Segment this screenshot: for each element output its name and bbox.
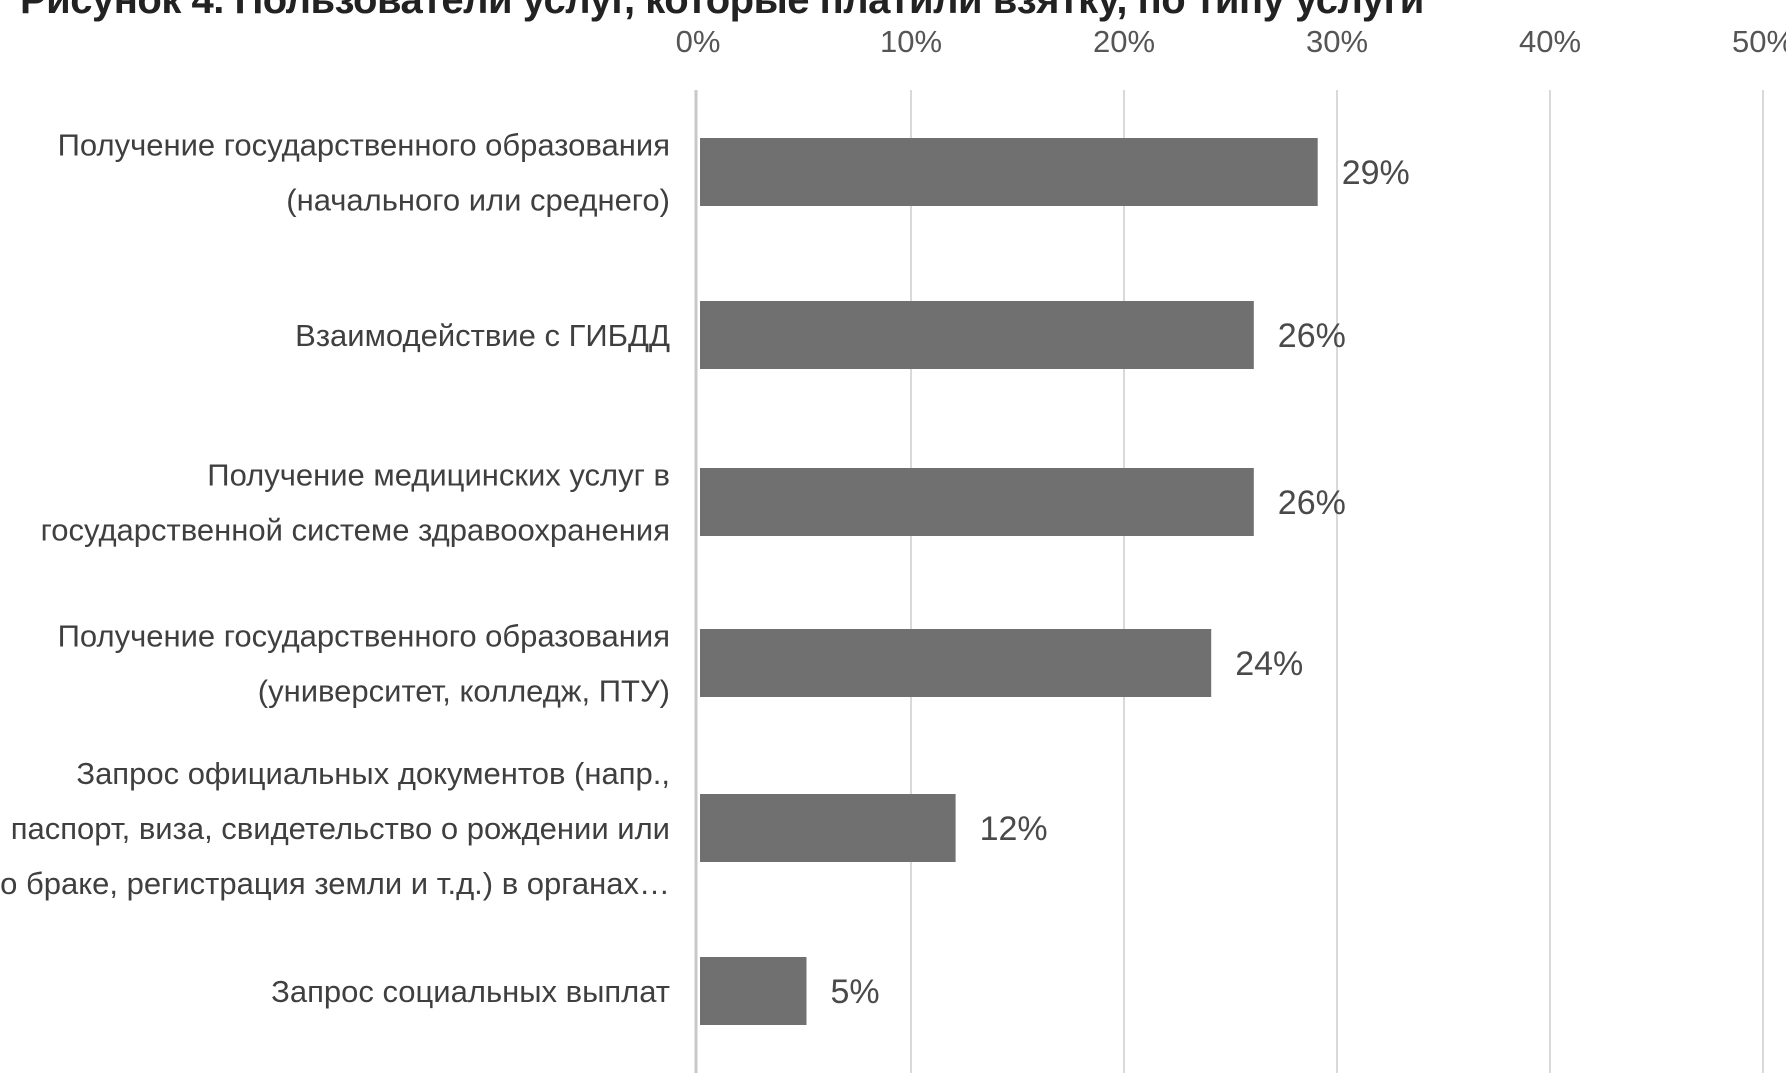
chart-title: Рисунок 4. Пользователи услуг, которые п… xyxy=(20,0,1424,22)
category-label: Запрос официальных документов (напр., xyxy=(76,756,670,791)
bar xyxy=(700,138,1318,206)
data-label: 24% xyxy=(1235,645,1303,683)
category-label: паспорт, виза, свидетельство о рождении … xyxy=(11,811,670,846)
x-tick-label: 20% xyxy=(1093,24,1155,59)
x-tick-label: 50% xyxy=(1732,24,1786,59)
data-label: 12% xyxy=(980,810,1048,848)
category-label: Получение государственного образования xyxy=(58,128,670,163)
bar xyxy=(700,794,956,862)
data-label: 5% xyxy=(831,973,880,1011)
category-label: (университет, колледж, ПТУ) xyxy=(258,674,670,709)
category-label: государственной системе здравоохранения xyxy=(41,513,670,548)
bar xyxy=(700,957,807,1025)
bar xyxy=(700,629,1212,697)
x-tick-label: 30% xyxy=(1306,24,1368,59)
category-label: Получение медицинских услуг в xyxy=(207,458,670,493)
bar xyxy=(700,301,1254,369)
data-label: 26% xyxy=(1278,484,1346,522)
x-tick-label: 40% xyxy=(1519,24,1581,59)
category-label: Получение государственного образования xyxy=(58,619,670,654)
category-label: о браке, регистрация земли и т.д.) в орг… xyxy=(0,866,670,901)
x-tick-label: 10% xyxy=(880,24,942,59)
category-label: Взаимодействие с ГИБДД xyxy=(295,318,670,353)
category-label: Запрос социальных выплат xyxy=(271,974,670,1009)
data-label: 26% xyxy=(1278,317,1346,355)
x-tick-label: 0% xyxy=(676,24,721,59)
data-label: 29% xyxy=(1342,154,1410,192)
bar xyxy=(700,468,1254,536)
category-label: (начального или среднего) xyxy=(286,183,670,218)
